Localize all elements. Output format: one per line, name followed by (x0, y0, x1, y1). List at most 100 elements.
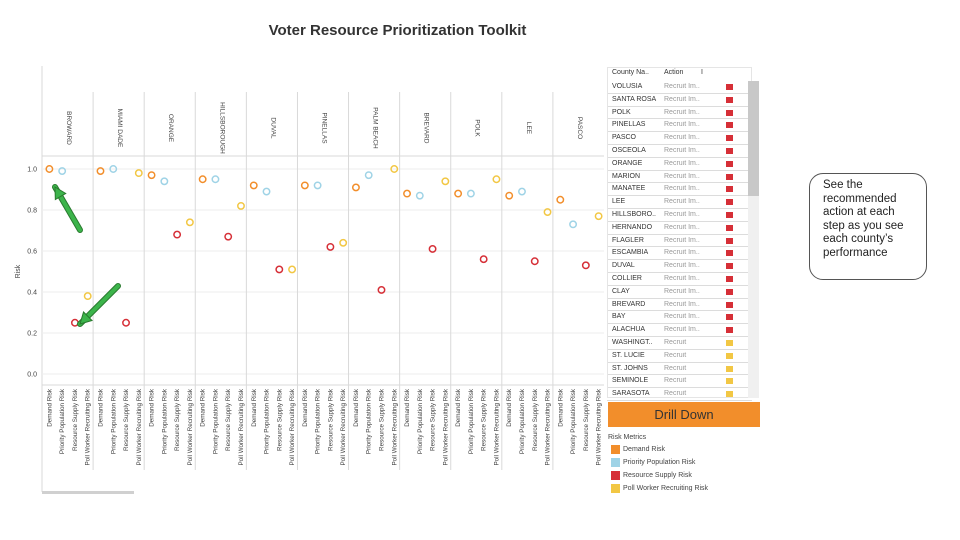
y-tick-label: 1.0 (27, 167, 37, 174)
legend-item[interactable]: Poll Worker Recruiting Risk (608, 483, 760, 496)
scroll-thumb[interactable] (748, 81, 759, 196)
legend-item[interactable]: Priority Population Risk (608, 457, 760, 470)
x-metric-label: Priority Population Risk (161, 388, 168, 454)
x-metric-label: Demand Risk (455, 388, 462, 427)
table-row[interactable]: HERNANDO Recruit Im.. (607, 222, 752, 235)
table-row[interactable]: DUVAL Recruit Im.. (607, 260, 752, 273)
action-color-marker (726, 199, 733, 206)
risk-point (96, 167, 105, 176)
action-color-marker (726, 122, 733, 129)
action-cell: Recruit Im.. (664, 134, 700, 142)
sort-icon[interactable]: Ι (701, 69, 703, 76)
x-metric-label: Poll Worker Recruiting Risk (238, 388, 245, 465)
legend-item[interactable]: Resource Supply Risk (608, 470, 760, 483)
table-row[interactable]: VOLUSIA Recruit Im.. (607, 81, 752, 94)
county-cell: SARASOTA (612, 390, 650, 398)
action-cell: Recruit Im.. (664, 159, 700, 167)
risk-point (173, 230, 182, 239)
risk-point (377, 286, 386, 294)
table-row[interactable]: PASCO Recruit Im.. (607, 132, 752, 145)
county-cell: ST. JOHNS (612, 364, 648, 372)
x-metric-label: Priority Population Risk (519, 388, 526, 454)
risk-point (211, 175, 220, 184)
county-header-label: HILLSBOROUGH (218, 102, 225, 154)
legend-swatch (611, 484, 620, 493)
drill-down-button[interactable]: Drill Down (608, 402, 760, 427)
table-row[interactable]: SARASOTA Recruit (607, 388, 752, 401)
table-row[interactable]: PINELLAS Recruit Im.. (607, 119, 752, 133)
county-cell: SEMINOLE (612, 377, 649, 385)
risk-point (224, 232, 233, 241)
table-row[interactable]: COLLIER Recruit Im.. (607, 273, 752, 286)
risk-point (339, 238, 348, 247)
action-color-marker (726, 263, 733, 270)
table-row[interactable]: OSCEOLA Recruit Im.. (607, 145, 752, 158)
table-row[interactable]: ST. JOHNS Recruit (607, 363, 752, 376)
table-row[interactable]: ORANGE Recruit Im.. (607, 158, 752, 171)
table-row[interactable]: MANATEE Recruit Im.. (607, 183, 752, 197)
risk-point (428, 245, 437, 253)
table-row[interactable]: SEMINOLE Recruit (607, 375, 752, 389)
legend-item[interactable]: Demand Risk (608, 444, 760, 457)
risk-point (249, 181, 258, 190)
risk-point (505, 191, 514, 200)
action-color-marker (726, 352, 733, 359)
x-metric-label: Resource Supply Risk (276, 388, 283, 451)
county-header-label: POLK (474, 119, 481, 137)
table-scrollbar[interactable] (748, 81, 759, 398)
x-metric-label: Demand Risk (404, 388, 411, 427)
action-cell: Recruit Im.. (664, 198, 700, 206)
table-row[interactable]: ST. LUCIE Recruit (607, 350, 752, 363)
county-cell: WASHINGT.. (612, 338, 653, 346)
x-metric-label: Priority Population Risk (212, 388, 219, 454)
action-color-marker (726, 237, 733, 244)
action-cell: Recruit Im.. (664, 236, 700, 244)
col-county-header[interactable]: County Na.. (612, 69, 649, 76)
x-metric-label: Poll Worker Recruiting Risk (493, 388, 500, 465)
legend-swatch (611, 458, 620, 467)
county-header-label: PASCO (576, 117, 583, 139)
risk-point (543, 208, 552, 217)
table-row[interactable]: BREVARD Recruit Im.. (607, 299, 752, 312)
risk-point (275, 265, 284, 274)
x-metric-label: Demand Risk (302, 388, 309, 427)
action-color-marker (726, 339, 733, 346)
county-cell: COLLIER (612, 274, 642, 282)
county-cell: ORANGE (612, 159, 643, 167)
x-metric-label: Demand Risk (557, 388, 564, 427)
risk-point (556, 195, 565, 204)
y-tick-label: 0.4 (27, 290, 37, 297)
table-row[interactable]: HILLSBORO.. Recruit Im.. (607, 209, 752, 222)
risk-point (300, 181, 309, 190)
table-row[interactable]: CLAY Recruit Im.. (607, 286, 752, 299)
table-row[interactable]: SANTA ROSA Recruit Im.. (607, 94, 752, 107)
risk-point (518, 187, 526, 196)
action-color-marker (726, 288, 733, 295)
table-row[interactable]: LEE Recruit Im.. (607, 196, 752, 209)
table-row[interactable]: MARION Recruit Im.. (607, 171, 752, 184)
callout-note: See the recommended action at each step … (809, 173, 927, 280)
x-metric-label: Resource Supply Risk (123, 388, 130, 451)
action-cell: Recruit Im.. (664, 83, 700, 90)
col-action-header[interactable]: Action (664, 69, 684, 76)
risk-legend: Risk Metrics Demand Risk Priority Populat… (608, 434, 760, 496)
arrow-head (79, 311, 93, 325)
action-color-marker (726, 186, 733, 193)
table-row[interactable]: ALACHUA Recruit Im.. (607, 324, 752, 337)
county-header-label: PALM BEACH (372, 107, 379, 149)
x-metric-label: Priority Population Risk (417, 388, 424, 454)
x-metric-label: Resource Supply Risk (583, 388, 590, 451)
action-cell: Recruit Im.. (664, 313, 700, 321)
table-row[interactable]: ESCAMBIA Recruit Im.. (607, 247, 752, 261)
table-row[interactable]: BAY Recruit Im.. (607, 311, 752, 325)
table-row[interactable]: FLAGLER Recruit Im.. (607, 235, 752, 248)
county-cell: ST. LUCIE (612, 351, 645, 359)
x-metric-label: Priority Population Risk (264, 388, 271, 454)
arrow-head (54, 186, 67, 201)
table-row[interactable]: POLK Recruit Im.. (607, 107, 752, 120)
x-metric-label: Poll Worker Recruiting Risk (391, 388, 398, 465)
action-cell: Recruit Im.. (664, 223, 700, 231)
x-metric-label: Priority Population Risk (59, 388, 66, 454)
table-row[interactable]: WASHINGT.. Recruit (607, 337, 752, 350)
action-color-marker (726, 96, 733, 103)
